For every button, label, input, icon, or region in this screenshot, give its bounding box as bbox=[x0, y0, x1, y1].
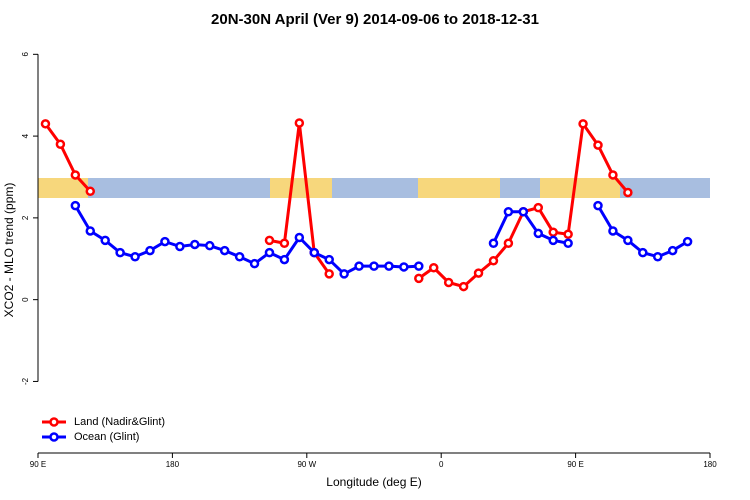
map-band bbox=[38, 178, 710, 198]
data-point bbox=[264, 247, 275, 258]
data-point bbox=[85, 186, 96, 197]
data-point bbox=[264, 235, 275, 246]
data-point bbox=[473, 268, 484, 278]
data-point bbox=[234, 251, 245, 262]
x-tick-label: 180 bbox=[703, 460, 717, 469]
x-tick-label: 90 E bbox=[567, 460, 583, 469]
data-point bbox=[294, 232, 305, 243]
data-point bbox=[458, 281, 469, 292]
data-point bbox=[414, 261, 424, 271]
data-point bbox=[249, 258, 260, 269]
data-point bbox=[593, 140, 603, 150]
data-point bbox=[652, 251, 663, 262]
data-point bbox=[623, 187, 633, 198]
legend-marker bbox=[49, 432, 59, 442]
data-point bbox=[503, 206, 514, 217]
data-point bbox=[399, 262, 409, 272]
legend: Land (Nadir&Glint) Ocean (Glint) bbox=[42, 416, 165, 443]
data-point bbox=[623, 235, 633, 246]
data-point bbox=[100, 235, 110, 246]
y-tick-label: 2 bbox=[21, 215, 30, 220]
data-point bbox=[548, 227, 558, 237]
data-point bbox=[190, 239, 200, 250]
y-tick-label: -2 bbox=[21, 377, 30, 385]
y-tick-label: 6 bbox=[21, 52, 30, 57]
data-point bbox=[354, 261, 364, 271]
data-point bbox=[414, 273, 424, 284]
y-axis-label: XCO2 - MLO trend (ppm) bbox=[2, 183, 16, 318]
map-land bbox=[418, 178, 500, 198]
data-point bbox=[682, 236, 693, 247]
data-point bbox=[294, 118, 305, 128]
legend-marker bbox=[49, 417, 59, 427]
data-point bbox=[608, 170, 618, 180]
data-point bbox=[175, 241, 185, 252]
data-point bbox=[160, 236, 170, 247]
series-line bbox=[44, 122, 92, 193]
y-tick-label: 4 bbox=[21, 133, 30, 138]
x-tick-label: 90 E bbox=[30, 460, 46, 469]
chart-title: 20N-30N April (Ver 9) 2014-09-06 to 2018… bbox=[211, 11, 539, 28]
data-point bbox=[55, 139, 66, 150]
data-point bbox=[518, 206, 529, 217]
data-point bbox=[488, 238, 499, 248]
data-point bbox=[339, 269, 349, 279]
data-point bbox=[667, 245, 678, 256]
data-point bbox=[533, 202, 544, 213]
data-point bbox=[428, 263, 439, 273]
data-point bbox=[70, 200, 81, 211]
data-point bbox=[279, 238, 290, 248]
data-point bbox=[488, 256, 499, 266]
data-point bbox=[309, 247, 320, 258]
x-tick-label: 0 bbox=[439, 460, 444, 469]
data-point bbox=[85, 226, 96, 236]
map-land bbox=[270, 178, 332, 198]
y-tick-label: 0 bbox=[21, 297, 30, 302]
data-point bbox=[384, 261, 394, 271]
data-point bbox=[70, 170, 81, 180]
data-point bbox=[548, 235, 558, 246]
data-point bbox=[369, 261, 379, 271]
series-line bbox=[74, 204, 419, 276]
data-point bbox=[219, 245, 230, 256]
data-point bbox=[533, 228, 544, 239]
data-point bbox=[503, 238, 514, 248]
x-axis-label: Longitude (deg E) bbox=[326, 475, 421, 489]
map-land bbox=[38, 178, 88, 198]
series-line bbox=[269, 122, 331, 275]
x-tick-label: 90 W bbox=[297, 460, 316, 469]
data-point bbox=[115, 247, 125, 258]
data-point bbox=[40, 119, 51, 129]
data-point bbox=[324, 254, 334, 265]
x-tick-label: 180 bbox=[166, 460, 180, 469]
data-point bbox=[443, 277, 454, 288]
map-land bbox=[540, 178, 620, 198]
legend-label: Land (Nadir&Glint) bbox=[74, 416, 165, 428]
data-point bbox=[130, 251, 140, 262]
legend-label: Ocean (Glint) bbox=[74, 431, 139, 443]
data-point bbox=[593, 200, 603, 211]
data-point bbox=[638, 247, 648, 258]
data-point bbox=[563, 238, 573, 248]
data-point bbox=[279, 254, 290, 265]
data-point bbox=[563, 229, 573, 239]
data-point bbox=[324, 269, 334, 279]
data-point bbox=[204, 240, 215, 251]
data-point bbox=[145, 245, 155, 256]
data-point bbox=[578, 119, 588, 129]
data-point bbox=[608, 226, 618, 236]
